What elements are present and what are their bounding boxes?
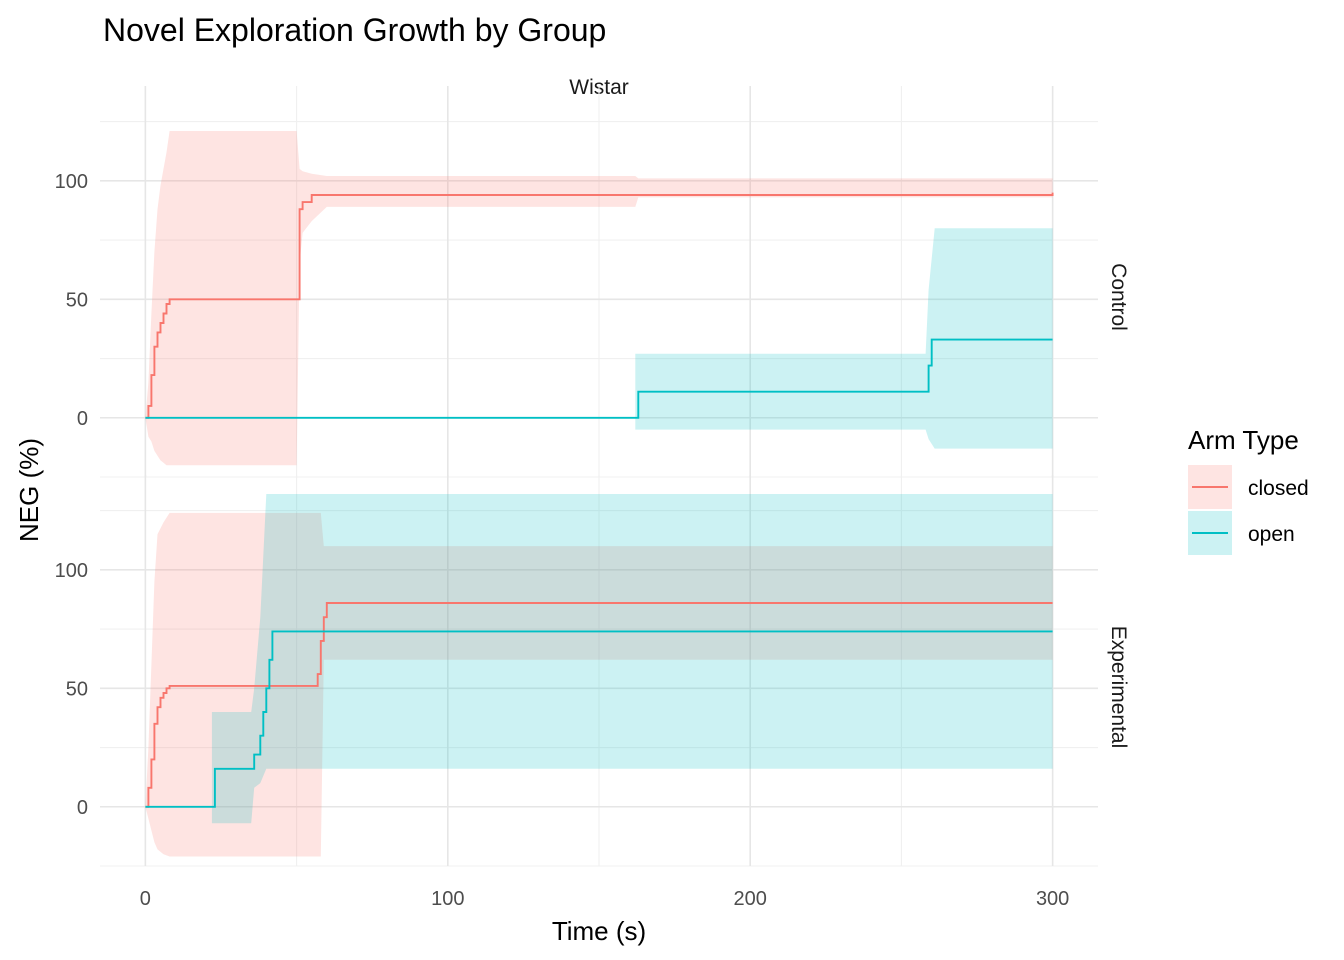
x-tick-label: 100 [431,888,464,910]
y-axis-title: NEG (%) [14,438,44,542]
y-tick-label: 0 [77,408,88,430]
ribbon-closed [145,512,1053,857]
x-tick-labels: 0 100 200 300 [140,888,1070,910]
legend-title: Arm Type [1188,425,1299,455]
series-line-closed [145,602,1053,808]
x-tick-label: 0 [140,888,151,910]
legend: Arm Type closed open [1188,425,1309,555]
series-line-open [145,630,1053,808]
panel-control [100,86,1098,478]
y-tick-labels: 0 50 100 0 50 100 [55,171,88,819]
ribbon-open [635,228,1053,449]
row-strip-label-control: Control [1107,263,1130,331]
legend-label-open: open [1248,523,1295,546]
y-tick-label: 100 [55,560,88,582]
chart-title: Novel Exploration Growth by Group [103,12,606,48]
x-axis-title: Time (s) [552,916,646,946]
y-tick-label: 50 [66,289,88,311]
series-line-closed [145,192,1054,419]
legend-keys: closed open [1188,465,1309,555]
y-tick-label: 50 [66,678,88,700]
x-tick-label: 200 [734,888,767,910]
y-tick-label: 100 [55,171,88,193]
x-tick-label: 300 [1036,888,1069,910]
legend-label-closed: closed [1248,477,1309,500]
row-strip-label-experimental: Experimental [1107,626,1130,749]
ribbon-closed [145,131,1053,466]
y-tick-label: 0 [77,797,88,819]
ribbon-open [211,494,1053,824]
series-line-open [145,338,1053,419]
panel-experimental [100,475,1098,867]
